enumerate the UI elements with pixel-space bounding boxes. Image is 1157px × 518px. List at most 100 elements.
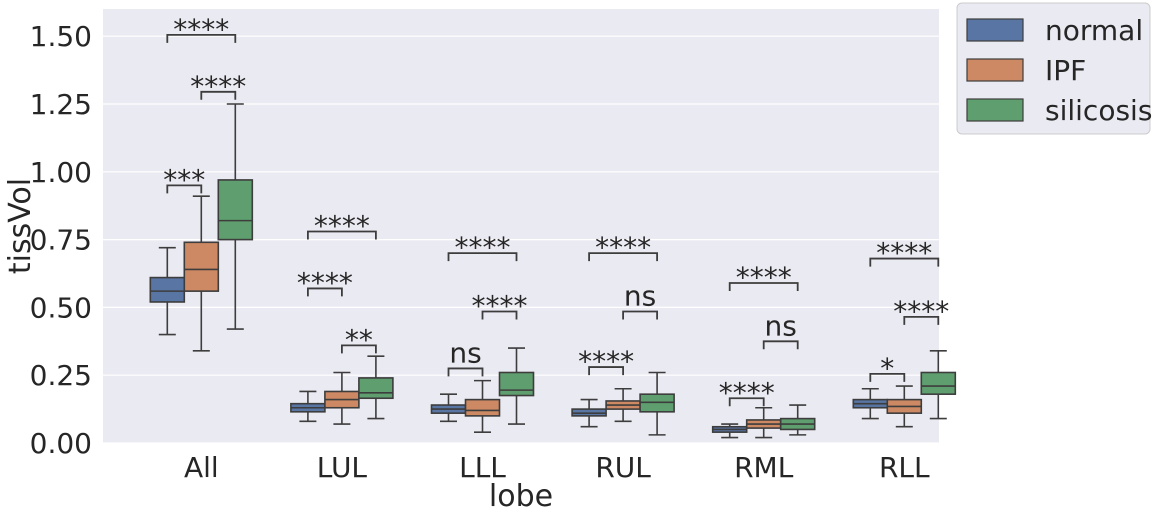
significance-bracket: **** [869, 237, 940, 270]
significance-label: * [880, 352, 894, 385]
box-body [920, 371, 957, 395]
x-axis-ticks: All LUL LLL RUL RML RLL [184, 451, 930, 484]
significance-bracket: *** [163, 163, 205, 196]
significance-bracket: * [869, 352, 906, 385]
significance-bracket: **** [447, 231, 518, 264]
legend-label-IPF: IPF [1045, 54, 1086, 87]
bracket-line [166, 33, 237, 43]
bracket-line [447, 252, 518, 262]
significance-bracket: **** [472, 289, 528, 322]
significance-bracket: ns [762, 309, 799, 350]
bracket-line [341, 344, 377, 354]
box-body [217, 179, 254, 241]
significance-label: **** [736, 261, 792, 294]
x-tick-label: RML [734, 451, 794, 484]
significance-bracket: ns [447, 336, 484, 377]
significance-bracket: **** [893, 295, 949, 328]
bracket-line [728, 397, 765, 407]
bracket-line [622, 310, 658, 320]
box-silicosis-All [217, 103, 254, 330]
box-IPF-LLL [464, 379, 501, 433]
y-tick-label: 1.50 [30, 20, 92, 53]
box-body [498, 371, 535, 397]
significance-bracket: **** [297, 266, 353, 299]
x-tick-label: All [184, 451, 219, 484]
box-IPF-LUL [324, 371, 360, 425]
significance-annotations: *****************************ns****ns***… [163, 13, 949, 409]
box-body [183, 241, 220, 292]
significance-label: **** [578, 345, 634, 378]
bracket-line [869, 372, 906, 382]
significance-label: **** [173, 13, 229, 46]
significance-label: ns [449, 336, 481, 369]
significance-label: ns [765, 309, 797, 342]
significance-label: **** [297, 266, 353, 299]
significance-bracket: ** [341, 323, 377, 356]
bracket-line [447, 367, 484, 377]
box-normal-RML [711, 423, 748, 439]
significance-label: **** [876, 237, 932, 270]
x-tick-label: RUL [595, 451, 651, 484]
significance-label: **** [190, 70, 246, 103]
x-tick-label: LLL [459, 451, 506, 484]
significance-bracket: **** [588, 231, 658, 264]
significance-label: **** [893, 295, 949, 328]
significance-label: **** [314, 209, 370, 242]
box-silicosis-LUL [358, 355, 394, 420]
legend-label-silicosis: silicosis [1045, 94, 1152, 127]
box-body [149, 276, 186, 303]
box-silicosis-LLL [498, 347, 535, 425]
significance-bracket: **** [728, 261, 799, 294]
bracket-line [588, 252, 658, 262]
significance-label: ns [624, 279, 656, 312]
box-normal-RUL [571, 398, 607, 428]
box-IPF-All [183, 195, 220, 352]
bracket-line [200, 90, 237, 100]
significance-bracket: **** [719, 376, 775, 409]
box-body [358, 377, 394, 400]
y-tick-label: 0.75 [30, 224, 92, 257]
bracket-line [307, 230, 377, 240]
box-normal-RLL [852, 387, 889, 420]
bracket-line [481, 310, 518, 320]
significance-bracket: **** [578, 345, 634, 378]
y-tick-label: 1.00 [30, 156, 92, 189]
significance-label: *** [163, 163, 205, 196]
y-tick-label: 0.50 [30, 291, 92, 324]
box-body [464, 398, 501, 417]
y-tick-label: 0.25 [30, 359, 92, 392]
significance-label: **** [719, 376, 775, 409]
legend: normal IPF silicosis [956, 2, 1152, 135]
significance-label: **** [455, 231, 511, 264]
x-axis-label: lobe [489, 479, 553, 514]
significance-label: **** [472, 289, 528, 322]
significance-label: **** [595, 231, 651, 264]
significance-bracket: ns [622, 279, 658, 320]
bracket-line [166, 184, 203, 194]
legend-swatch-normal [966, 18, 1024, 42]
y-tick-label: 1.25 [30, 88, 92, 121]
box-IPF-RLL [886, 385, 923, 428]
y-axis-ticks: 0.00 0.25 0.50 0.75 1.00 1.25 1.50 [30, 20, 92, 460]
significance-label: ** [345, 323, 373, 356]
bracket-line [903, 315, 940, 325]
box-silicosis-RUL [639, 371, 675, 436]
significance-bracket: **** [307, 209, 377, 242]
box-silicosis-RML [779, 404, 816, 436]
bracket-line [728, 282, 799, 291]
y-tick-label: 0.00 [30, 427, 92, 460]
legend-swatch-silicosis [966, 98, 1024, 122]
bracket-line [307, 287, 343, 297]
x-tick-label: LUL [317, 451, 368, 484]
bracket-line [762, 340, 799, 350]
significance-bracket: **** [190, 70, 246, 103]
box-silicosis-RLL [920, 349, 957, 420]
bracket-line [588, 366, 624, 376]
box-IPF-RML [745, 406, 782, 439]
boxes-layer [149, 103, 957, 439]
y-axis-label: tissVol [3, 178, 38, 274]
x-tick-label: RLL [879, 451, 930, 484]
bracket-line [869, 257, 940, 267]
legend-label-normal: normal [1045, 14, 1143, 47]
